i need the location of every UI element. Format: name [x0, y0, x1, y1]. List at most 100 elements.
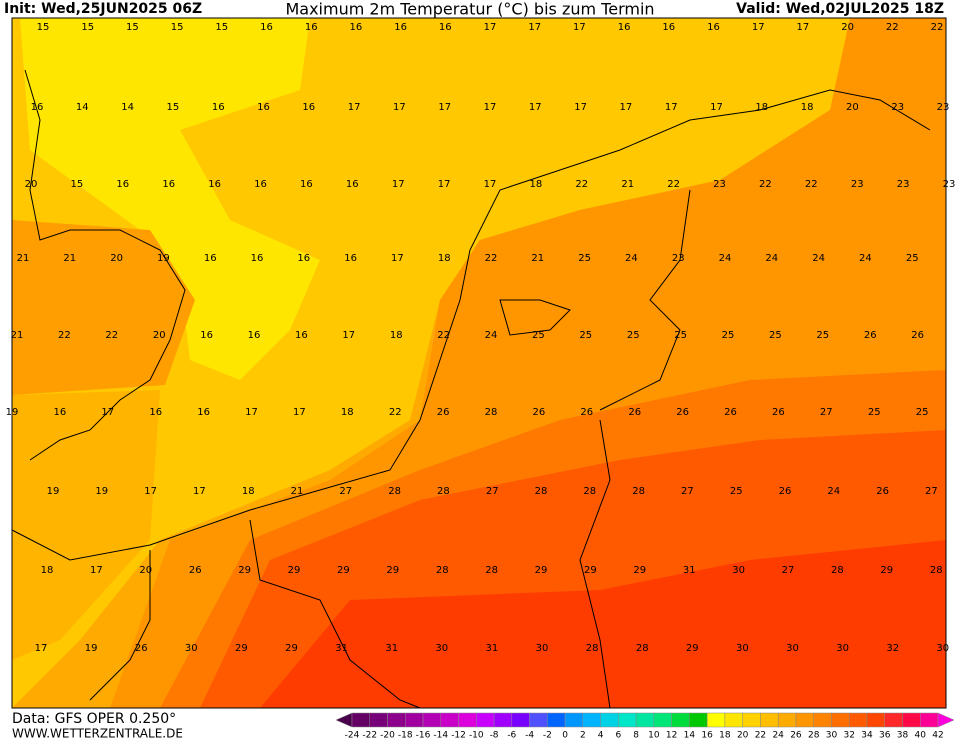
temperature-label: 25	[769, 330, 782, 341]
temperature-label: 17	[193, 486, 206, 497]
temperature-label: 21	[63, 253, 76, 264]
temperature-label: 22	[58, 330, 71, 341]
temperature-label: 27	[681, 486, 694, 497]
temperature-label: 28	[437, 486, 450, 497]
temperature-label: 29	[633, 565, 646, 576]
color-legend: -24 -22 -20 -18 -16 -14 -12 -10 -8 -6 -4 -2 0 2 4 6 8 10 1…	[335, 712, 955, 741]
temperature-label: 27	[925, 486, 938, 497]
temperature-label: 16	[260, 22, 273, 33]
temperature-label: 28	[535, 486, 548, 497]
temperature-label: 26	[437, 407, 450, 418]
temperature-label: 22	[805, 179, 818, 190]
temperature-label: 26	[676, 407, 689, 418]
temperature-label: 25	[674, 330, 687, 341]
legend-label: 16	[701, 731, 713, 741]
temperature-label: 30	[736, 643, 749, 654]
legend-cell	[369, 712, 388, 728]
temperature-label: 25	[816, 330, 829, 341]
temperature-label: 16	[344, 253, 357, 264]
temperature-label: 20	[139, 565, 152, 576]
temperature-label: 29	[880, 565, 893, 576]
legend-cell	[742, 712, 761, 728]
temperature-label: 16	[197, 407, 210, 418]
temperature-label: 20	[153, 330, 166, 341]
temperature-label: 17	[35, 643, 48, 654]
legend-label: 20	[737, 731, 749, 741]
legend-label: -2	[543, 731, 552, 741]
temperature-label: 31	[486, 643, 499, 654]
temperature-label: 17	[620, 102, 633, 113]
temperature-label: 21	[291, 486, 304, 497]
legend-label: -8	[490, 731, 499, 741]
legend-cell	[689, 712, 708, 728]
temperature-label: 16	[302, 102, 315, 113]
legend-cell	[618, 712, 637, 728]
legend-cell	[493, 712, 513, 728]
temperature-label: 31	[335, 643, 348, 654]
temperature-label: 26	[580, 407, 593, 418]
coastline	[11, 89, 931, 561]
legend-cell	[511, 712, 530, 728]
legend-label: 10	[648, 731, 660, 741]
temperature-label: 15	[167, 102, 180, 113]
temperature-label: 25	[579, 330, 592, 341]
temperature-label: 23	[851, 179, 864, 190]
temperature-label: 18	[341, 407, 354, 418]
temperature-label: 18	[801, 102, 814, 113]
temperature-label: 29	[288, 565, 301, 576]
temperature-label: 16	[204, 253, 217, 264]
legend-label: 42	[932, 731, 943, 741]
temperature-label: 17	[528, 22, 541, 33]
temperature-label: 19	[85, 643, 98, 654]
temperature-label: 18	[390, 330, 403, 341]
temperature-label: 16	[248, 330, 261, 341]
temperature-label: 26	[876, 486, 889, 497]
temperature-label: 17	[574, 102, 587, 113]
temperature-label: 24	[625, 253, 638, 264]
legend-arrow	[937, 712, 955, 728]
temperature-label: 22	[575, 179, 588, 190]
temperature-label: 28	[586, 643, 599, 654]
temperature-label: 29	[337, 565, 350, 576]
coastlines	[11, 69, 931, 709]
temperature-label: 14	[76, 102, 89, 113]
legend-label: 8	[633, 731, 639, 741]
temperature-label: 30	[732, 565, 745, 576]
temperature-label: 30	[536, 643, 549, 654]
legend-cell	[547, 712, 566, 728]
temperature-label: 16	[300, 179, 313, 190]
temperature-label: 17	[348, 102, 361, 113]
legend-label: 32	[843, 731, 854, 741]
temperature-label: 28	[636, 643, 649, 654]
temperature-label: 18	[530, 179, 543, 190]
temperature-label: 29	[285, 643, 298, 654]
legend-cell	[351, 712, 371, 728]
temperature-label: 16	[200, 330, 213, 341]
temperature-label: 18	[242, 486, 255, 497]
temperature-label: 17	[710, 102, 723, 113]
temperature-label: 25	[906, 253, 919, 264]
temperature-label: 29	[386, 565, 399, 576]
temperature-label: 16	[346, 179, 359, 190]
legend-cell	[635, 712, 655, 728]
temperature-label: 24	[827, 486, 840, 497]
temperature-label: 17	[245, 407, 258, 418]
temperature-label: 26	[864, 330, 877, 341]
temperature-label: 17	[393, 102, 406, 113]
temperature-label: 26	[724, 407, 737, 418]
temperature-label: 15	[71, 179, 84, 190]
legend-cell	[706, 712, 726, 728]
temperature-label: 16	[662, 22, 675, 33]
temperature-label: 15	[37, 22, 50, 33]
legend-label: 26	[790, 731, 802, 741]
legend-label: 14	[684, 731, 696, 741]
temperature-label: 26	[911, 330, 924, 341]
temperature-label: 28	[831, 565, 844, 576]
temperature-label: 32	[886, 643, 899, 654]
temperature-label: 20	[841, 22, 854, 33]
temperature-label: 23	[937, 102, 950, 113]
temperature-label: 26	[135, 643, 148, 654]
legend-label: -6	[507, 731, 516, 741]
legend-cell	[476, 712, 495, 728]
legend-cell	[653, 712, 672, 728]
